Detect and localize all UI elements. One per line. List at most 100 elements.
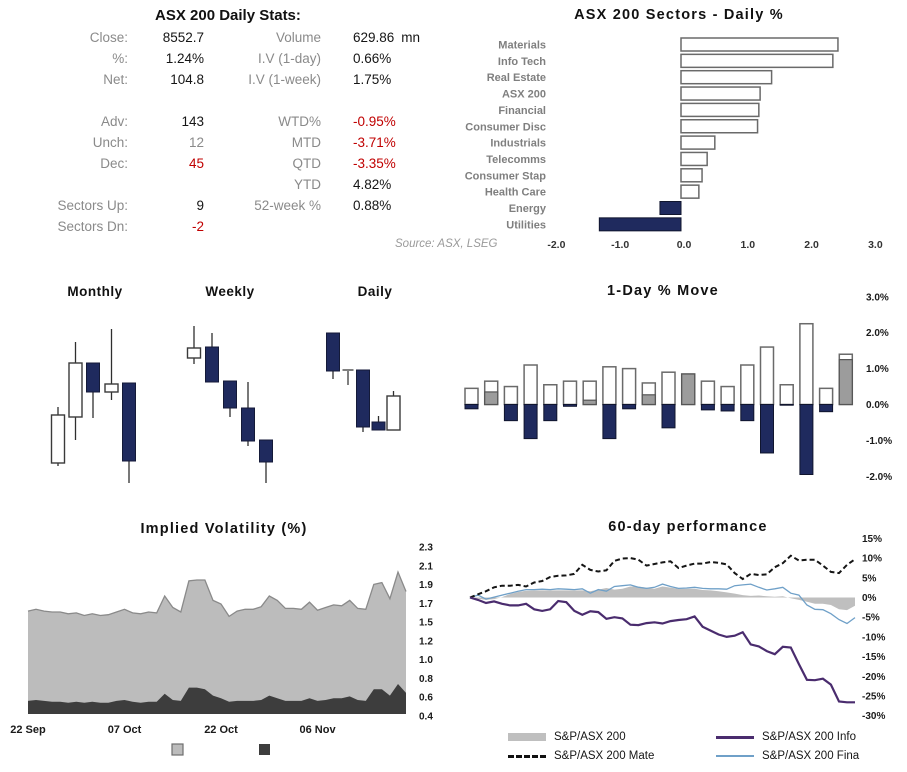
stat-value-right: 0.66%: [353, 51, 392, 66]
sector-label: Telecomms: [486, 154, 546, 166]
sector-axis-tick: -2.0: [547, 239, 565, 251]
iv-axis-tick: 1.2: [419, 636, 433, 647]
move-bar: [740, 364, 755, 422]
legend-label: S&P/ASX 200 Mate: [554, 750, 655, 762]
stats-title: ASX 200 Daily Stats:: [155, 7, 301, 24]
sector-label: Info Tech: [498, 56, 546, 68]
info-line-swatch: [716, 735, 754, 739]
stats-row: Adv: 143 WTD% -0.95%: [0, 111, 455, 132]
daily-candlestick: [356, 369, 370, 432]
move-bar: [779, 384, 794, 406]
stats-row: Close: 8552.7 Volume 629.86 mn: [0, 27, 455, 48]
stat-value-left: 104.8: [170, 72, 204, 87]
perf-axis-tick: 5%: [862, 573, 877, 584]
stats-row: YTD 4.82%: [0, 174, 455, 195]
one-day-move-chart: 3.0% 2.0% 1.0% 0.0% -1.0% -2.0%: [464, 292, 892, 483]
sector-bar: [680, 53, 834, 69]
perf-line-infotech: [469, 596, 855, 704]
sector-axis-tick: 1.0: [740, 239, 755, 251]
iv-axis-tick: 0.8: [419, 674, 433, 685]
stat-label-left: Unch:: [92, 135, 128, 150]
perf-axis-tick: -30%: [862, 711, 885, 722]
sector-bar: [680, 37, 839, 52]
stat-label-right: 52-week %: [254, 198, 321, 213]
stat-label-left: Sectors Dn:: [57, 219, 128, 234]
stat-value-left: -2: [191, 219, 204, 234]
legend-item-asx200: S&P/ASX 200: [508, 731, 626, 743]
iv-week-area: [28, 572, 406, 714]
stat-label-left: Sectors Up:: [57, 198, 128, 213]
stat-value-left: 45: [188, 156, 204, 171]
monthly-candlestick: [86, 362, 100, 418]
perf-axis-tick: 0%: [862, 593, 877, 604]
sector-bar: [659, 201, 682, 215]
daily-candles-title: Daily: [357, 284, 393, 299]
move-bar: [483, 380, 499, 406]
financials-line-swatch: [716, 755, 754, 757]
move-bar: [720, 385, 735, 412]
stat-value-right: 629.86: [353, 30, 395, 45]
move-bar: [543, 384, 558, 422]
legend-item-financials: S&P/ASX 200 Fina: [716, 750, 859, 762]
sector-label: Financial: [498, 105, 546, 117]
sector-label: Consumer Stap: [465, 170, 547, 182]
stats-row: %: 1.24% I.V (1-day) 0.66%: [0, 48, 455, 69]
iv-axis-tick: 2.1: [419, 561, 433, 572]
implied-volatility-chart: 2.3 2.1 1.9 1.7 1.5 1.2 1.0 0.8 0.6 0.4 22 Sep 07 O…: [10, 543, 433, 756]
daily-candlestick: [371, 416, 386, 431]
monthly-candlestick: [50, 407, 66, 466]
move-bar: [661, 371, 676, 429]
weekly-candlestick: [205, 333, 219, 383]
sector-bar: [680, 168, 703, 183]
stats-row: Sectors Dn: -2: [0, 216, 455, 237]
sector-label: Energy: [509, 203, 547, 215]
move-bar: [582, 380, 597, 406]
sectors-chart-title: ASX 200 Sectors - Daily %: [574, 7, 784, 23]
stat-value-right: -3.35%: [353, 156, 396, 171]
sector-bar: [680, 135, 716, 150]
daily-candlestick: [386, 391, 401, 431]
stat-value-right: 0.88%: [353, 198, 392, 213]
stat-label-right: QTD: [292, 156, 322, 171]
sector-bar: [680, 86, 761, 101]
sector-label: Consumer Disc: [465, 121, 546, 133]
daily-candlestick: [342, 369, 354, 385]
sector-label: Materials: [498, 40, 546, 52]
perf-line-materials: [469, 554, 856, 599]
stat-label-right: WTD%: [278, 114, 321, 129]
performance-chart: 15% 10% 5% 0% -5% -10% -15% -20% -25% -30%: [469, 534, 885, 722]
sector-label: ASX 200: [502, 89, 546, 101]
stat-value-left: 1.24%: [165, 51, 204, 66]
move-bar: [503, 385, 519, 422]
iv-day-area: [28, 684, 406, 714]
move-bar: [562, 380, 578, 407]
candlestick-charts: [50, 326, 401, 483]
sector-axis-tick: 0.0: [677, 239, 692, 251]
move-bar: [621, 367, 637, 410]
volume-unit: mn: [401, 30, 421, 45]
stats-row: Unch: 12 MTD -3.71%: [0, 132, 455, 153]
implied-volatility-title: Implied Volatility (%): [140, 521, 308, 537]
perf-axis-tick: -10%: [862, 632, 885, 643]
legend-item-materials: S&P/ASX 200 Mate: [508, 750, 654, 762]
sector-label: Utilities: [506, 219, 546, 231]
legend-label: S&P/ASX 200: [554, 731, 626, 743]
monthly-candles-title: Monthly: [67, 284, 123, 299]
perf-axis-tick: -20%: [862, 672, 885, 683]
iv-axis-tick: 1.7: [419, 599, 433, 610]
sector-bar: [680, 102, 760, 118]
stats-row: Dec: 45 QTD -3.35%: [0, 153, 455, 174]
move-axis-tick: -2.0%: [866, 472, 892, 483]
move-bar: [641, 382, 657, 406]
sector-bar: [680, 184, 700, 199]
move-bar: [818, 387, 834, 413]
materials-dashed-swatch: [508, 754, 546, 758]
iv-axis-tick: 0.6: [419, 693, 433, 704]
stat-label-left: %:: [112, 51, 128, 66]
source-note: Source: ASX, LSEG: [395, 238, 498, 250]
daily-stats-table: Close: 8552.7 Volume 629.86 mn%: 1.24% I.V (1-…: [0, 27, 455, 237]
iv-axis-tick: 1.5: [419, 618, 433, 629]
stat-label-left: Close:: [89, 30, 128, 45]
monthly-candlestick: [68, 342, 83, 440]
